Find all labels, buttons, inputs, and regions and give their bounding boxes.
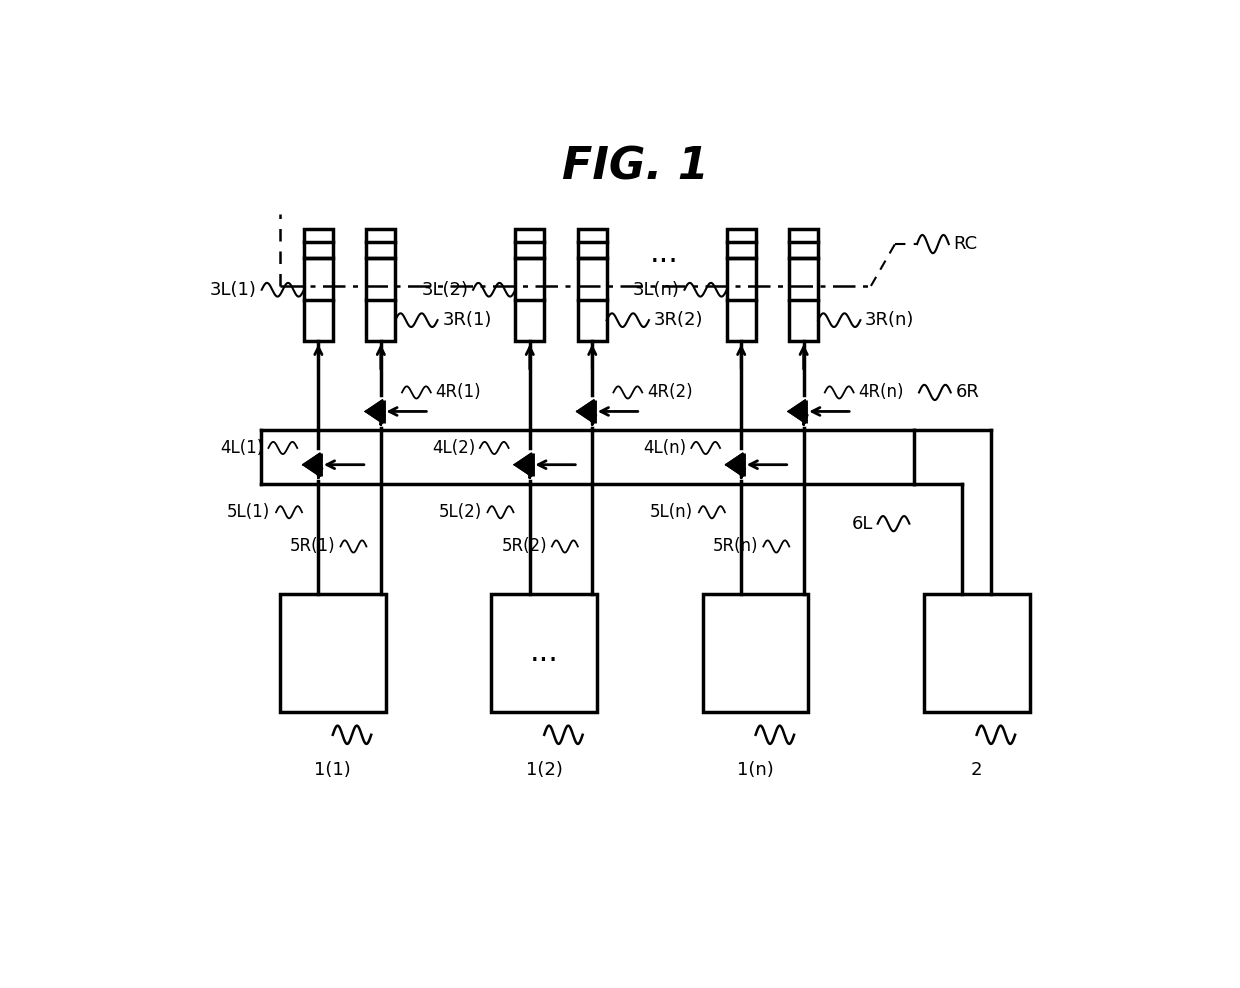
Text: ...: ... <box>529 638 559 668</box>
Text: 6L: 6L <box>852 515 873 533</box>
Text: FIG. 1: FIG. 1 <box>562 145 709 188</box>
Bar <box>304 229 332 258</box>
Text: 3R(n): 3R(n) <box>866 311 915 329</box>
Text: ...: ... <box>650 239 678 269</box>
Text: 5R(2): 5R(2) <box>501 537 547 555</box>
Polygon shape <box>515 453 532 476</box>
Text: 4L(2): 4L(2) <box>432 439 475 457</box>
Text: 3R(1): 3R(1) <box>443 311 492 329</box>
Bar <box>924 594 1029 712</box>
Text: 5R(1): 5R(1) <box>290 537 336 555</box>
Text: 2: 2 <box>971 762 982 780</box>
Text: 4R(1): 4R(1) <box>435 383 481 401</box>
Text: 4R(2): 4R(2) <box>647 383 693 401</box>
Bar <box>367 258 396 342</box>
Text: 4L(1): 4L(1) <box>221 439 264 457</box>
Text: 4L(n): 4L(n) <box>644 439 687 457</box>
Text: 3L(1): 3L(1) <box>210 281 257 298</box>
Text: RC: RC <box>954 235 977 253</box>
Text: 1(n): 1(n) <box>738 762 774 780</box>
Bar <box>727 258 755 342</box>
Polygon shape <box>577 400 594 423</box>
Polygon shape <box>789 400 806 423</box>
Bar <box>491 594 598 712</box>
Bar <box>727 229 755 258</box>
Bar <box>789 229 818 258</box>
Text: 3R(2): 3R(2) <box>653 311 703 329</box>
Bar <box>304 258 332 342</box>
Bar <box>578 229 606 258</box>
Text: 6R: 6R <box>956 383 980 401</box>
Text: 4R(n): 4R(n) <box>858 383 904 401</box>
Text: 5L(1): 5L(1) <box>227 503 270 522</box>
Text: 5L(2): 5L(2) <box>439 503 481 522</box>
Polygon shape <box>366 400 383 423</box>
Text: 5L(n): 5L(n) <box>650 503 693 522</box>
Text: 5R(n): 5R(n) <box>713 537 759 555</box>
Bar <box>367 229 396 258</box>
Bar <box>516 229 544 258</box>
Text: 3L(2): 3L(2) <box>422 281 469 298</box>
Text: 1(1): 1(1) <box>315 762 351 780</box>
Polygon shape <box>725 453 743 476</box>
Text: 1(2): 1(2) <box>526 762 563 780</box>
Bar <box>703 594 808 712</box>
Text: 3L(n): 3L(n) <box>632 281 680 298</box>
Bar <box>578 258 606 342</box>
Polygon shape <box>303 453 320 476</box>
Bar <box>280 594 386 712</box>
Bar <box>516 258 544 342</box>
Bar <box>789 258 818 342</box>
